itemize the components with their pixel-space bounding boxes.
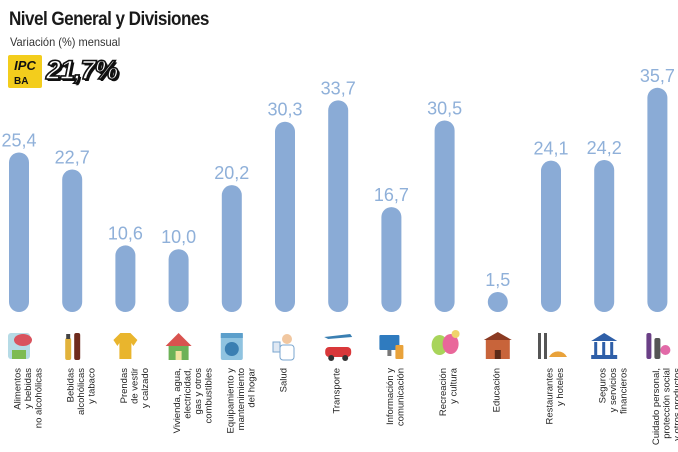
category-label: Bebidasalcohólicasy tabaco bbox=[66, 368, 98, 415]
bar bbox=[115, 245, 136, 312]
bar bbox=[328, 100, 349, 312]
category-label: Transporte bbox=[332, 368, 343, 414]
category-labels-group: Alimentosy bebidasno alcohólicas Bebidasa… bbox=[13, 367, 678, 445]
svg-text:IPC: IPC bbox=[14, 58, 36, 73]
category-label: Alimentosy bebidasno alcohólicas bbox=[13, 368, 45, 428]
data-label: 1,5 bbox=[485, 270, 510, 290]
category-label: Información ycomunicación bbox=[385, 368, 407, 426]
school-icon bbox=[483, 332, 512, 359]
doctor-icon bbox=[272, 334, 295, 361]
category-label: Recreacióny cultura bbox=[438, 367, 460, 416]
bar bbox=[594, 160, 615, 312]
bar bbox=[487, 292, 508, 312]
liquor-icon bbox=[65, 333, 81, 360]
ipc-ba-logo: IPC BA bbox=[8, 55, 42, 88]
category-label: Salud bbox=[279, 368, 290, 392]
theater-masks-icon bbox=[431, 330, 460, 355]
category-label: Equipamiento ymantenimientodel hogar bbox=[225, 368, 257, 434]
data-label: 10,0 bbox=[161, 227, 196, 247]
food-icon bbox=[8, 333, 32, 359]
category-label: Segurosy serviciosfinancieros bbox=[598, 368, 630, 414]
bar bbox=[275, 121, 295, 312]
category-label: Educación bbox=[491, 368, 502, 412]
restaurant-icon bbox=[538, 333, 567, 359]
bar bbox=[381, 207, 402, 312]
personal-care-icon bbox=[646, 333, 671, 359]
chart-subtitle: Variación (%) mensual bbox=[10, 35, 121, 49]
data-label: 24,1 bbox=[533, 139, 568, 159]
bar bbox=[62, 169, 83, 312]
headline-value: 21,7% bbox=[45, 54, 119, 86]
category-label: Vivienda, agua,electricidad,gas y otrosc… bbox=[172, 368, 215, 434]
data-label: 30,5 bbox=[427, 98, 462, 118]
data-label: 35,7 bbox=[640, 66, 675, 86]
house-icon bbox=[165, 333, 192, 360]
category-label: Restaurantesy hoteles bbox=[545, 368, 567, 425]
transport-icon bbox=[324, 334, 353, 361]
bar bbox=[168, 249, 189, 312]
bars-group bbox=[9, 87, 668, 313]
data-label: 16,7 bbox=[374, 185, 409, 205]
icons-group bbox=[8, 330, 671, 361]
computer-icon bbox=[379, 335, 404, 359]
data-label: 20,2 bbox=[214, 163, 249, 183]
clothing-icon bbox=[113, 333, 138, 359]
page-title: Nivel General y Divisiones bbox=[9, 9, 209, 30]
category-label: Cuidado personal,protección socialy otro… bbox=[651, 368, 678, 445]
washing-machine-icon bbox=[220, 333, 243, 360]
bar bbox=[221, 185, 242, 312]
value-labels-group: 25,4 22,7 10,6 10,0 20,2 30,3 33,7 16,7 30,5 1,5 2… bbox=[1, 66, 674, 290]
bank-icon bbox=[591, 333, 618, 359]
data-label: 24,2 bbox=[587, 138, 622, 158]
data-label: 25,4 bbox=[1, 130, 36, 150]
bar bbox=[541, 160, 561, 312]
data-label: 33,7 bbox=[321, 78, 356, 98]
bar bbox=[647, 87, 668, 312]
data-label: 22,7 bbox=[55, 147, 90, 167]
category-label: Prendasde vestiry calzado bbox=[119, 368, 151, 408]
data-label: 10,6 bbox=[108, 223, 143, 243]
data-label: 30,3 bbox=[267, 100, 302, 120]
bar bbox=[9, 152, 29, 312]
bar bbox=[434, 120, 455, 313]
svg-text:BA: BA bbox=[14, 76, 28, 87]
